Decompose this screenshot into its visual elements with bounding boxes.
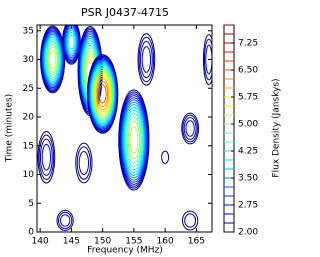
- y-tick-label: 10: [23, 170, 35, 180]
- colorbar-tick-label: 5.75: [238, 93, 258, 103]
- x-tick-label: 165: [188, 237, 205, 247]
- contour-line: [59, 214, 71, 227]
- contour-line: [43, 35, 62, 84]
- contour-line: [203, 38, 212, 81]
- contour-line: [118, 89, 150, 191]
- contour-line: [57, 211, 73, 230]
- contour-line: [123, 106, 145, 174]
- contour-line: [121, 101, 146, 179]
- colorbar-tick-label: 3.50: [238, 174, 258, 184]
- contour-line: [118, 91, 149, 189]
- y-tick-label: 20: [23, 113, 35, 123]
- contour-line: [42, 33, 63, 86]
- contour-line: [44, 37, 62, 82]
- contour-line: [45, 41, 60, 78]
- contour-line: [94, 73, 111, 115]
- contour-line: [91, 65, 115, 123]
- contour-line: [137, 33, 156, 86]
- contour-line: [183, 117, 197, 140]
- contour-line: [121, 99, 147, 181]
- contour-line: [91, 66, 114, 122]
- colorbar-tick-label: 5.00: [238, 120, 258, 130]
- contour-line: [56, 210, 74, 231]
- x-axis-label: Frequency (MHz): [87, 246, 163, 256]
- contour-line: [129, 126, 139, 154]
- contour-line: [39, 138, 53, 176]
- contour-line: [124, 109, 144, 171]
- contour-layer: [37, 25, 212, 231]
- contour-line: [38, 134, 55, 181]
- chart-title: PSR J0437-4715: [81, 6, 169, 19]
- contour-line: [62, 25, 80, 63]
- colorbar-tick-label: 7.25: [238, 39, 258, 49]
- contour-line: [139, 40, 153, 79]
- y-tick-label: 15: [23, 141, 34, 151]
- contour-line: [37, 131, 56, 184]
- x-tick-label: 155: [125, 237, 142, 247]
- contour-line: [41, 30, 64, 89]
- plot-frame: [36, 24, 213, 233]
- contour-line: [122, 104, 146, 176]
- contour-line: [138, 36, 155, 83]
- contour-line: [65, 29, 77, 55]
- contour-line: [41, 143, 52, 171]
- contour-line: [47, 46, 58, 73]
- contour-line: [181, 112, 200, 145]
- y-axis-label: Time (minutes): [5, 94, 15, 163]
- y-tick-label: 30: [23, 55, 35, 65]
- y-tick-label: 0: [28, 228, 34, 238]
- contour-line: [182, 114, 198, 143]
- x-tick-label: 150: [94, 237, 111, 247]
- colorbar-label: Flux Density (Janskys): [272, 78, 282, 177]
- contour-line: [93, 71, 112, 117]
- contour-line: [202, 34, 212, 85]
- contour-line: [44, 39, 61, 80]
- y-tick-label: 25: [23, 84, 34, 94]
- contour-line: [48, 50, 57, 69]
- colorbar-tick-label: 4.25: [238, 147, 258, 157]
- contour-line: [185, 120, 195, 137]
- contour-line: [98, 84, 107, 104]
- contour-line: [205, 44, 212, 75]
- contour-line: [75, 142, 93, 184]
- y-tick-label: 35: [23, 26, 34, 36]
- colorbar-tick-label: 2.00: [238, 228, 258, 238]
- x-tick-label: 145: [63, 237, 80, 247]
- x-tick-label: 160: [157, 237, 174, 247]
- contour-line: [68, 34, 75, 50]
- contour-line: [90, 63, 115, 125]
- contour-line: [66, 31, 76, 53]
- contour-line: [96, 77, 110, 111]
- colorbar-tick-label: 6.50: [238, 66, 258, 76]
- contour-line: [63, 25, 80, 62]
- x-tick-label: 140: [32, 237, 49, 247]
- contour-line: [119, 93, 149, 187]
- contour-line: [42, 32, 63, 87]
- contour-line: [92, 68, 114, 120]
- contour-line: [46, 43, 59, 76]
- contour-line: [119, 95, 148, 185]
- chart: PSR J0437-4715 Frequency (MHz) Time (min…: [5, 6, 282, 256]
- contour-line: [161, 150, 170, 164]
- contour-line: [181, 210, 199, 231]
- contour-line: [120, 97, 148, 183]
- contour-line: [184, 213, 197, 228]
- contour-line: [97, 80, 109, 108]
- contour-line: [90, 62, 116, 126]
- contour-line: [127, 120, 141, 160]
- colorbar-tick-label: 2.75: [238, 201, 258, 211]
- contour-line: [125, 112, 143, 168]
- contour-line: [76, 146, 92, 180]
- contour-line: [92, 69, 113, 119]
- contour-line: [126, 116, 142, 164]
- y-tick-label: 5: [28, 199, 34, 209]
- contour-line: [141, 46, 152, 73]
- contour-line: [95, 75, 111, 113]
- colorbar-frame: [223, 24, 235, 233]
- contour-line: [78, 151, 90, 175]
